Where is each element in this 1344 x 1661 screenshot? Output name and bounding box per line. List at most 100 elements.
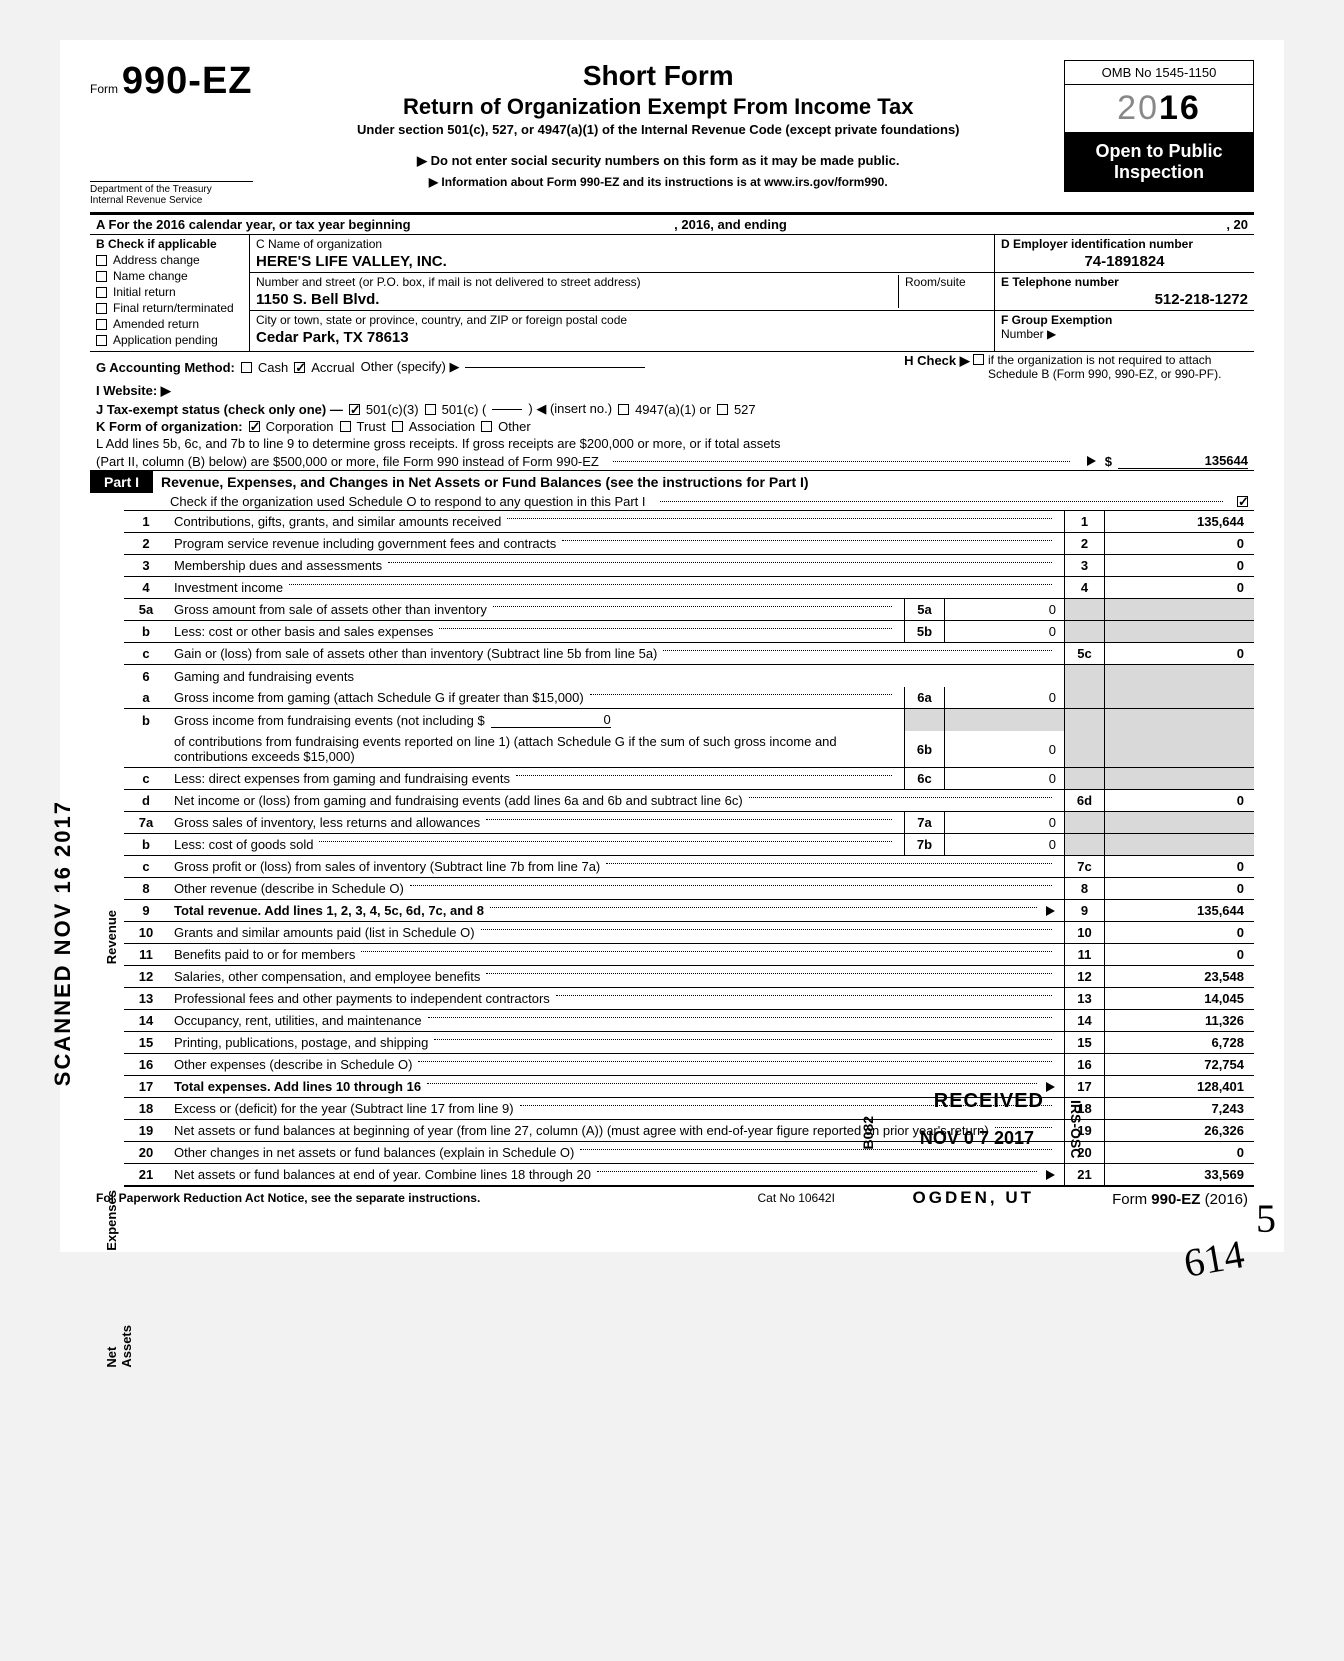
footer-right: Form 990-EZ (2016) (1112, 1191, 1248, 1208)
col-B: B Check if applicable Address change Nam… (90, 235, 250, 351)
row-14: 14 Occupancy, rent, utilities, and maint… (124, 1010, 1254, 1032)
line-G: G Accounting Method: Cash Accrual Other … (90, 352, 1254, 382)
part1-title: Revenue, Expenses, and Changes in Net As… (153, 474, 1254, 490)
C-street: 1150 S. Bell Blvd. (256, 291, 898, 308)
C-name: HERE'S LIFE VALLEY, INC. (256, 253, 988, 270)
chk-H[interactable] (973, 354, 984, 365)
handwritten-5: 5 (1256, 1195, 1276, 1242)
C-city-lbl: City or town, state or province, country… (256, 313, 988, 327)
title-sub: Return of Organization Exempt From Incom… (273, 94, 1044, 120)
row-6b-1: b Gross income from fundraising events (… (124, 709, 1254, 731)
stamp-irs-osc: IRS-OSC (1068, 1100, 1084, 1158)
row-6b-2: of contributions from fundraising events… (124, 731, 1254, 768)
stamp-date: NOV 0 7 2017 (920, 1128, 1034, 1149)
line-J: J Tax-exempt status (check only one) — 5… (90, 400, 1254, 418)
chk-assoc[interactable] (392, 421, 403, 432)
row-2: 2 Program service revenue including gove… (124, 533, 1254, 555)
D-lbl: D Employer identification number (1001, 237, 1248, 251)
stamp-received: RECEIVED (934, 1090, 1044, 1113)
line-L2: (Part II, column (B) below) are $500,000… (90, 452, 1254, 471)
chk-final-return[interactable]: Final return/terminated (96, 301, 243, 315)
row-5c: c Gain or (loss) from sale of assets oth… (124, 643, 1254, 665)
row-10: 10 Grants and similar amounts paid (list… (124, 922, 1254, 944)
row-4: 4 Investment income 4 0 (124, 577, 1254, 599)
stamp-b082: B082 (860, 1116, 876, 1149)
page-footer: For Paperwork Reduction Act Notice, see … (90, 1187, 1254, 1212)
chk-application-pending[interactable]: Application pending (96, 333, 243, 347)
chk-trust[interactable] (340, 421, 351, 432)
footer-left: For Paperwork Reduction Act Notice, see … (96, 1191, 480, 1208)
title-under: Under section 501(c), 527, or 4947(a)(1)… (273, 122, 1044, 137)
row-12: 12 Salaries, other compensation, and emp… (124, 966, 1254, 988)
title-note1: ▶ Do not enter social security numbers o… (273, 153, 1044, 169)
C-room-lbl: Room/suite (905, 275, 966, 289)
dept-treasury: Department of the Treasury Internal Reve… (90, 181, 253, 206)
col-C: C Name of organization HERE'S LIFE VALLE… (250, 235, 994, 351)
part1-table: 1 Contributions, gifts, grants, and simi… (124, 510, 1254, 1187)
row-5a: 5a Gross amount from sale of assets othe… (124, 599, 1254, 621)
row-7c: c Gross profit or (loss) from sales of i… (124, 856, 1254, 878)
open-l2: Inspection (1071, 162, 1247, 183)
chk-other-org[interactable] (481, 421, 492, 432)
form-number: 990-EZ (122, 60, 253, 102)
row-13: 13 Professional fees and other payments … (124, 988, 1254, 1010)
omb-column: OMB No 1545-1150 2016 Open to Public Ins… (1064, 60, 1254, 192)
row-20: 20 Other changes in net assets or fund b… (124, 1142, 1254, 1164)
part1-tab: Part I (90, 471, 153, 493)
chk-527[interactable] (717, 404, 728, 415)
year-outline: 20 (1117, 89, 1159, 127)
row-21: 21 Net assets or fund balances at end of… (124, 1164, 1254, 1187)
row-18: 18 Excess or (deficit) for the year (Sub… (124, 1098, 1254, 1120)
row-a-tax-year: A For the 2016 calendar year, or tax yea… (90, 214, 1254, 234)
chk-501c[interactable] (425, 404, 436, 415)
side-net-assets: Net Assets (104, 1325, 134, 1368)
open-public: Open to Public Inspection (1064, 133, 1254, 192)
chk-501c3[interactable] (349, 404, 360, 415)
D-val: 74-1891824 (1001, 253, 1248, 270)
row-6d: d Net income or (loss) from gaming and f… (124, 790, 1254, 812)
row-6a: a Gross income from gaming (attach Sched… (124, 687, 1254, 709)
row-16: 16 Other expenses (describe in Schedule … (124, 1054, 1254, 1076)
scanned-stamp: SCANNED NOV 16 2017 (50, 800, 76, 1086)
arrow-icon (1046, 1082, 1055, 1092)
row-7a: 7a Gross sales of inventory, less return… (124, 812, 1254, 834)
section-BCDEF: B Check if applicable Address change Nam… (90, 234, 1254, 352)
arrow-icon (1087, 456, 1096, 466)
B-header: B Check if applicable (96, 237, 243, 251)
row-17: 17 Total expenses. Add lines 10 through … (124, 1076, 1254, 1098)
chk-4947[interactable] (618, 404, 629, 415)
header: Form 990-EZ Department of the Treasury I… (90, 60, 1254, 206)
line-K: K Form of organization: Corporation Trus… (90, 418, 1254, 435)
part1-header: Part I Revenue, Expenses, and Changes in… (90, 471, 1254, 493)
chk-name-change[interactable]: Name change (96, 269, 243, 283)
chk-accrual[interactable] (294, 362, 305, 373)
F-lbl: F Group Exemption (1001, 313, 1112, 327)
line-I: I Website: ▶ (90, 382, 1254, 400)
row-9: 9 Total revenue. Add lines 1, 2, 3, 4, 5… (124, 900, 1254, 922)
handwritten-614: 614 (1180, 1230, 1247, 1287)
omb-number: OMB No 1545-1150 (1064, 60, 1254, 85)
form-page: Form 990-EZ Department of the Treasury I… (60, 40, 1284, 1252)
footer-mid: Cat No 10642I (758, 1191, 835, 1208)
C-name-lbl: C Name of organization (256, 237, 988, 251)
row-6c: c Less: direct expenses from gaming and … (124, 768, 1254, 790)
chk-schedule-o[interactable] (1237, 496, 1248, 507)
chk-initial-return[interactable]: Initial return (96, 285, 243, 299)
chk-address-change[interactable]: Address change (96, 253, 243, 267)
F-lbl2: Number ▶ (1001, 327, 1056, 341)
title-block: Short Form Return of Organization Exempt… (273, 60, 1044, 189)
arrow-icon (1046, 906, 1055, 916)
side-revenue: Revenue (104, 910, 119, 964)
chk-amended-return[interactable]: Amended return (96, 317, 243, 331)
row-7b: b Less: cost of goods sold 7b 0 (124, 834, 1254, 856)
row-1: 1 Contributions, gifts, grants, and simi… (124, 511, 1254, 533)
row-6: 6 Gaming and fundraising events (124, 665, 1254, 687)
E-val: 512-218-1272 (1001, 291, 1248, 308)
chk-corp[interactable] (249, 421, 260, 432)
chk-cash[interactable] (241, 362, 252, 373)
title-main: Short Form (273, 60, 1044, 92)
arrow-icon (1046, 1170, 1055, 1180)
col-DEF: D Employer identification number 74-1891… (994, 235, 1254, 351)
L-val: 135644 (1118, 453, 1248, 469)
year-bold: 16 (1159, 89, 1201, 127)
